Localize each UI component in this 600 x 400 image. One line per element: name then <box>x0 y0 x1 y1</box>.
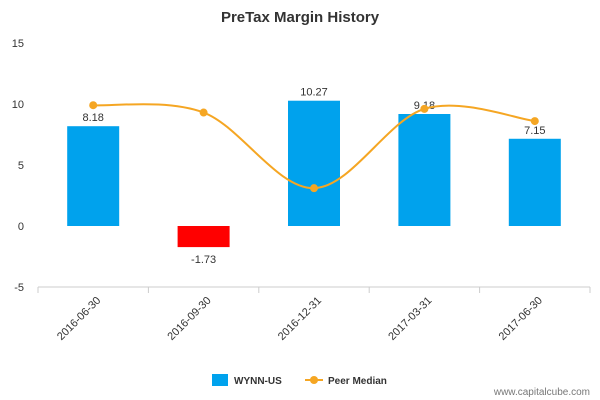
y-tick-label: 5 <box>18 160 24 172</box>
data-label: -1.73 <box>191 254 216 266</box>
legend: WYNN-US Peer Median <box>212 374 387 387</box>
bar <box>67 126 120 226</box>
data-label: 7.15 <box>524 125 545 137</box>
y-tick-label: 0 <box>18 221 24 233</box>
x-tick-label: 2016-12-31 <box>276 295 324 343</box>
peer-median-point <box>89 101 98 110</box>
bar <box>398 114 451 226</box>
watermark: www.capitalcube.com <box>493 387 590 398</box>
y-tick-label: 15 <box>12 38 24 50</box>
y-tick-label: -5 <box>14 282 24 294</box>
legend-label: WYNN-US <box>234 376 282 387</box>
data-label: 10.27 <box>300 87 328 99</box>
line-series <box>89 101 539 193</box>
data-label: 8.18 <box>82 112 103 124</box>
peer-median-point <box>420 104 429 113</box>
x-tick-label: 2017-06-30 <box>497 295 545 343</box>
y-tick-label: 10 <box>12 99 24 111</box>
legend-swatch-marker <box>310 376 318 384</box>
bar <box>508 138 561 226</box>
x-tick-label: 2016-06-30 <box>55 295 103 343</box>
legend-label: Peer Median <box>328 376 387 387</box>
x-tick-label: 2017-03-31 <box>386 295 434 343</box>
bar <box>177 226 230 248</box>
bar <box>288 100 340 226</box>
peer-median-point <box>199 108 208 117</box>
chart-title: PreTax Margin History <box>221 9 380 26</box>
legend-swatch-bar <box>212 374 228 386</box>
peer-median-point <box>530 117 539 126</box>
x-tick-label: 2016-09-30 <box>165 295 213 343</box>
peer-median-point <box>310 184 318 193</box>
